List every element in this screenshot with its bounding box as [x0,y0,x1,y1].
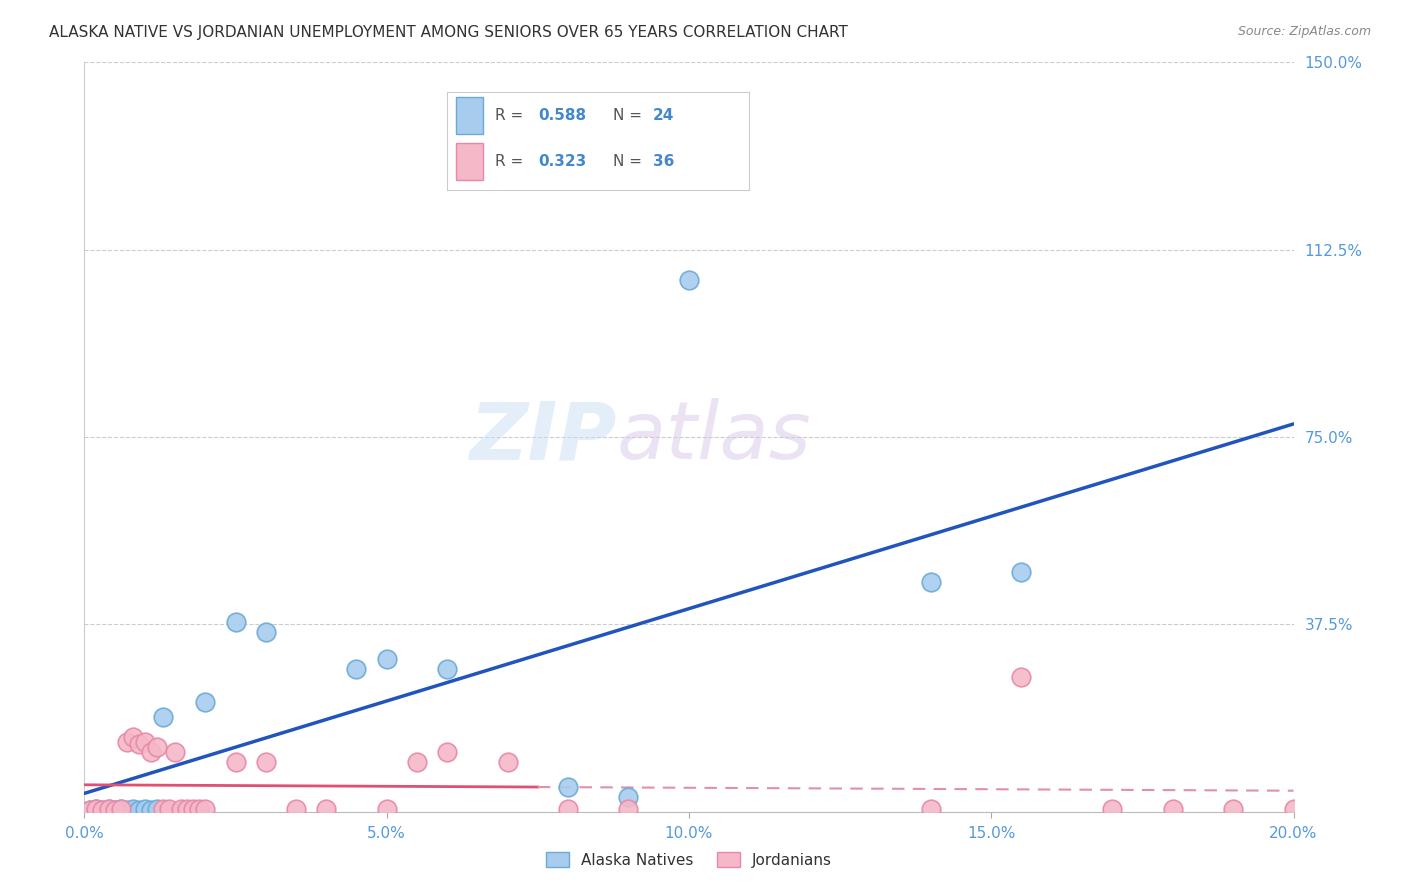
Point [97,802,120,816]
Point [225,755,247,769]
Point [165,745,187,759]
Legend: Alaska Natives, Jordanians: Alaska Natives, Jordanians [546,852,832,868]
Point [170,802,193,816]
Point [496,755,519,769]
Point [194,802,217,816]
Point [139,745,162,759]
Point [254,755,277,769]
Text: Source: ZipAtlas.com: Source: ZipAtlas.com [1237,25,1371,38]
Point [128,803,150,817]
Point [557,802,579,816]
Point [110,802,132,816]
Point [91,803,114,817]
Point [920,574,942,589]
Point [1161,802,1184,816]
Point [176,802,198,816]
Point [375,652,398,666]
Point [436,745,458,759]
Point [152,710,174,724]
Point [134,735,156,749]
Point [315,802,337,816]
Point [557,780,579,794]
Point [1011,670,1033,684]
Text: atlas: atlas [616,398,811,476]
Point [115,735,138,749]
Point [146,739,169,754]
Text: ZIP: ZIP [470,398,616,476]
Point [678,273,700,287]
Point [920,802,942,816]
Point [225,615,247,629]
Point [1101,802,1123,816]
Point [86,802,108,816]
Point [79,803,101,817]
Point [1011,565,1033,579]
Point [134,802,156,816]
Point [79,803,101,817]
Point [121,730,143,744]
Point [115,803,138,817]
Point [146,802,169,816]
Text: ALASKA NATIVE VS JORDANIAN UNEMPLOYMENT AMONG SENIORS OVER 65 YEARS CORRELATION : ALASKA NATIVE VS JORDANIAN UNEMPLOYMENT … [49,25,848,40]
Point [128,737,150,751]
Point [188,802,211,816]
Point [1222,802,1244,816]
Point [157,802,180,816]
Point [406,755,429,769]
Point [104,803,127,817]
Point [194,695,217,709]
Point [375,802,398,816]
Point [152,802,174,816]
Point [104,803,127,817]
Y-axis label: Unemployment Among Seniors over 65 years: Unemployment Among Seniors over 65 years [0,263,7,611]
Point [91,803,114,817]
Point [285,802,308,816]
Point [139,803,162,817]
Point [121,802,143,816]
Point [346,662,368,676]
Point [110,802,132,816]
Point [181,802,204,816]
Point [254,624,277,639]
Point [86,802,108,816]
Point [97,802,120,816]
Point [617,802,640,816]
Point [1282,802,1305,816]
Point [617,789,640,804]
Point [436,662,458,676]
